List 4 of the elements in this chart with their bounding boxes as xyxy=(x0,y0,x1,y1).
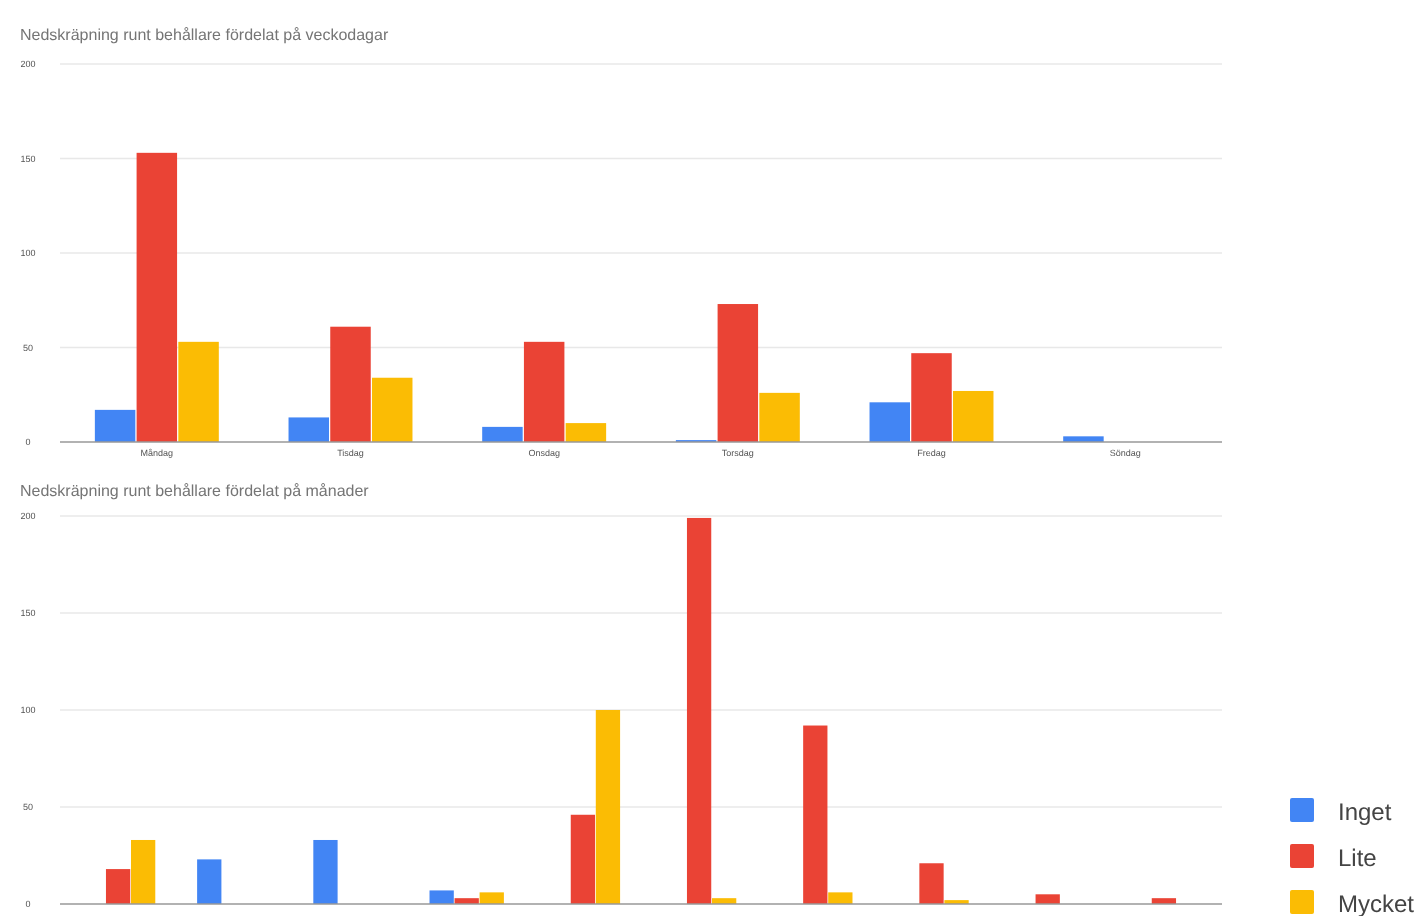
chart-title: Nedskräpning runt behållare fördelat på månader xyxy=(20,482,370,500)
chart-title: Nedskräpning runt behållare fördelat på veckodagar xyxy=(20,26,389,44)
legend-label: Lite xyxy=(1338,844,1378,872)
legend-label: Inget xyxy=(1338,798,1393,826)
